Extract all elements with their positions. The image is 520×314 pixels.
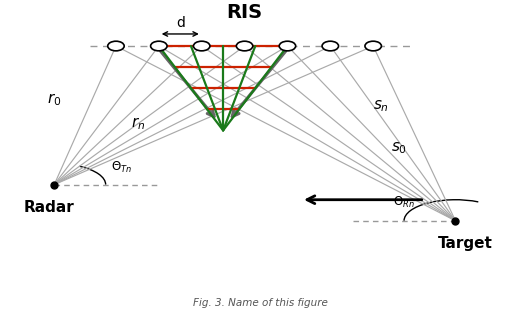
Text: Radar: Radar (24, 200, 74, 215)
Text: $\Theta_{Tn}$: $\Theta_{Tn}$ (111, 160, 132, 175)
Text: $r_n$: $r_n$ (131, 115, 146, 132)
Circle shape (108, 41, 124, 51)
Text: $s_0$: $s_0$ (391, 140, 407, 156)
Text: $\Theta_{Rn}$: $\Theta_{Rn}$ (393, 195, 415, 210)
Circle shape (236, 41, 253, 51)
Text: $s_n$: $s_n$ (373, 98, 389, 114)
Text: d: d (176, 16, 185, 30)
Circle shape (322, 41, 339, 51)
Circle shape (365, 41, 381, 51)
Circle shape (279, 41, 296, 51)
Circle shape (151, 41, 167, 51)
Text: Target: Target (438, 236, 493, 251)
Text: Fig. 3. Name of this figure: Fig. 3. Name of this figure (192, 298, 328, 308)
Circle shape (193, 41, 210, 51)
Text: RIS: RIS (227, 3, 263, 22)
Text: $r_0$: $r_0$ (47, 91, 61, 108)
